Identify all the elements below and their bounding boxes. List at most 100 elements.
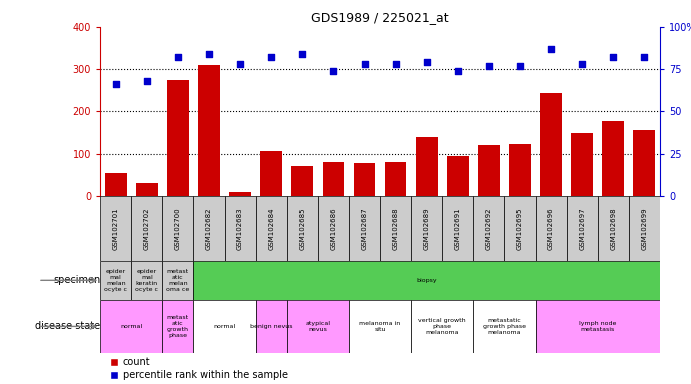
Point (452, 68, 463, 74)
Point (421, 59, 433, 65)
Point (234, 61, 246, 67)
Text: metast
atic
growth
phase: metast atic growth phase (167, 315, 189, 338)
Bar (136, 183, 158, 196)
Text: GSM102696: GSM102696 (548, 207, 554, 250)
Bar (131, 196, 162, 261)
Bar (473, 300, 536, 353)
Point (390, 61, 401, 67)
Text: biopsy: biopsy (417, 278, 437, 283)
Text: melanoma in
situ: melanoma in situ (359, 321, 401, 332)
Title: GDS1989 / 225021_at: GDS1989 / 225021_at (311, 11, 449, 24)
Bar (509, 144, 531, 196)
Point (483, 63, 494, 69)
Text: GSM102689: GSM102689 (424, 207, 430, 250)
Point (265, 54, 276, 60)
Bar (416, 137, 437, 196)
Text: GSM102685: GSM102685 (299, 207, 305, 250)
Text: GSM102683: GSM102683 (237, 207, 243, 250)
Bar (193, 196, 225, 261)
Bar (629, 196, 660, 261)
Bar (162, 196, 193, 261)
Bar (385, 162, 406, 196)
Text: atypical
nevus: atypical nevus (305, 321, 330, 332)
Bar (162, 261, 193, 300)
Bar (504, 196, 536, 261)
Bar (349, 300, 411, 353)
Bar (198, 65, 220, 196)
Bar (261, 151, 282, 196)
Text: GSM102698: GSM102698 (610, 207, 616, 250)
Bar (598, 196, 629, 261)
Bar (380, 196, 411, 261)
Point (203, 51, 214, 57)
Bar (447, 156, 468, 196)
Text: GSM102702: GSM102702 (144, 207, 150, 250)
Bar (287, 196, 318, 261)
Text: metastatic
growth phase
melanoma: metastatic growth phase melanoma (483, 318, 526, 335)
Point (545, 46, 556, 52)
Text: normal: normal (214, 324, 236, 329)
Legend: count, percentile rank within the sample: count, percentile rank within the sample (105, 353, 292, 384)
Bar (411, 300, 473, 353)
Bar (162, 300, 193, 353)
Bar (442, 196, 473, 261)
Bar (567, 196, 598, 261)
Point (328, 68, 339, 74)
Text: GSM102682: GSM102682 (206, 207, 212, 250)
Text: GSM102686: GSM102686 (330, 207, 337, 250)
Point (141, 78, 152, 84)
Text: lymph node
metastasis: lymph node metastasis (579, 321, 616, 332)
Point (110, 81, 122, 88)
Bar (571, 133, 593, 196)
Text: specimen: specimen (53, 275, 100, 285)
Text: GSM102688: GSM102688 (392, 207, 399, 250)
Bar (193, 300, 256, 353)
Text: GSM102700: GSM102700 (175, 207, 181, 250)
Bar (287, 300, 349, 353)
Bar (536, 300, 660, 353)
Point (514, 63, 525, 69)
Bar (256, 300, 287, 353)
Bar (349, 196, 380, 261)
Bar (540, 93, 562, 196)
Text: GSM102684: GSM102684 (268, 207, 274, 250)
Bar (292, 166, 313, 196)
Point (607, 54, 618, 60)
Point (359, 61, 370, 67)
Bar (256, 196, 287, 261)
Bar (603, 121, 624, 196)
Point (296, 51, 307, 57)
Text: metast
atic
melan
oma ce: metast atic melan oma ce (167, 269, 189, 291)
Text: GSM102691: GSM102691 (455, 207, 461, 250)
Text: GSM102701: GSM102701 (113, 207, 119, 250)
Text: GSM102695: GSM102695 (517, 207, 523, 250)
Bar (411, 196, 442, 261)
Bar (478, 145, 500, 196)
Text: normal: normal (120, 324, 142, 329)
Text: vertical growth
phase
melanoma: vertical growth phase melanoma (419, 318, 466, 335)
Bar (536, 196, 567, 261)
Bar (100, 300, 162, 353)
Point (173, 54, 184, 60)
Text: disease state: disease state (35, 321, 100, 331)
Bar (225, 196, 256, 261)
Bar (193, 261, 660, 300)
Bar (100, 261, 131, 300)
Bar (131, 261, 162, 300)
Bar (167, 79, 189, 196)
Point (638, 54, 650, 60)
Text: GSM102697: GSM102697 (579, 207, 585, 250)
Text: GSM102699: GSM102699 (641, 207, 647, 250)
Bar (323, 162, 344, 196)
Text: GSM102692: GSM102692 (486, 207, 492, 250)
Bar (100, 196, 131, 261)
Text: benign nevus: benign nevus (250, 324, 292, 329)
Point (576, 61, 587, 67)
Bar (354, 163, 375, 196)
Bar (473, 196, 504, 261)
Bar (318, 196, 349, 261)
Text: epider
mal
melan
ocyte c: epider mal melan ocyte c (104, 269, 127, 291)
Text: epider
mal
keratin
ocyte c: epider mal keratin ocyte c (135, 269, 158, 291)
Bar (634, 130, 655, 196)
Bar (229, 192, 251, 196)
